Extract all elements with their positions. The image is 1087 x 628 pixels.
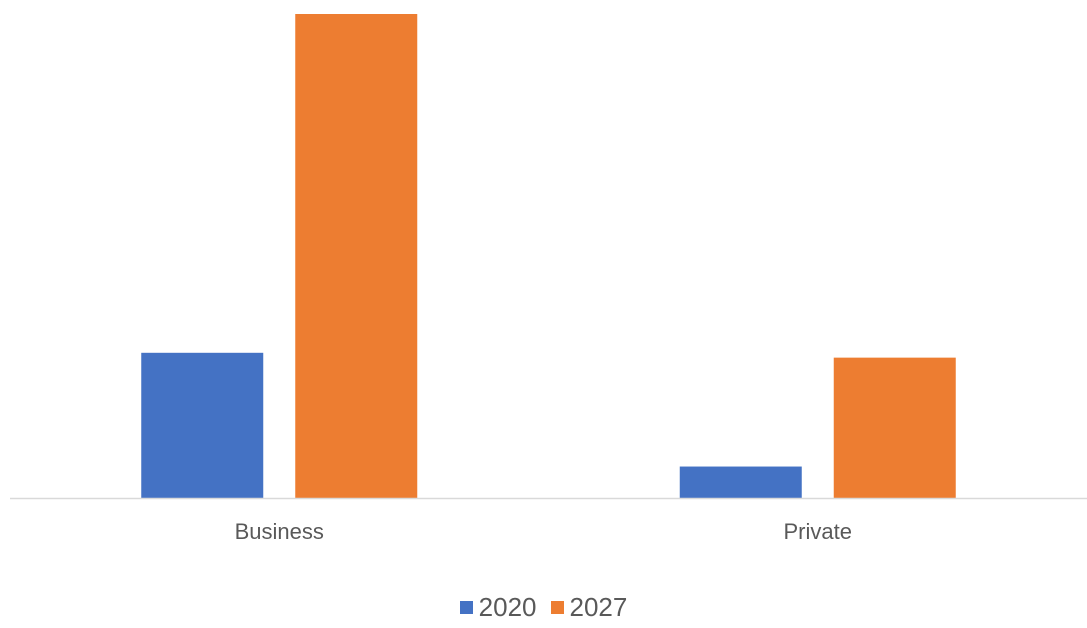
legend-swatch-2020 — [459, 600, 473, 614]
bar-business-2020 — [141, 352, 264, 498]
legend-item-2027: 2027 — [550, 592, 628, 622]
category-label-private: Private — [784, 519, 852, 544]
bar-business-2027 — [295, 14, 418, 498]
legend-item-2020: 2020 — [459, 592, 537, 622]
legend-swatch-2027 — [550, 600, 564, 614]
legend: 2020 2027 — [0, 594, 1087, 620]
bar-private-2020 — [679, 466, 802, 498]
legend-label-2027: 2027 — [569, 592, 628, 622]
legend-label-2020: 2020 — [478, 592, 537, 622]
bar-private-2027 — [833, 357, 956, 498]
category-label-business: Business — [235, 519, 324, 544]
